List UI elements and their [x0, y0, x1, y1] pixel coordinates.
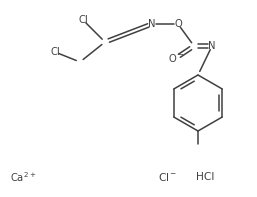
Text: N: N — [148, 19, 156, 29]
Text: Cl: Cl — [50, 47, 60, 57]
Text: Cl$^-$: Cl$^-$ — [158, 171, 177, 183]
Text: O: O — [174, 19, 182, 29]
Text: Ca$^{2+}$: Ca$^{2+}$ — [10, 170, 36, 184]
Text: N: N — [208, 41, 216, 51]
Text: Cl: Cl — [78, 15, 88, 25]
Text: O$^-$: O$^-$ — [168, 52, 184, 64]
Text: HCl: HCl — [196, 172, 214, 182]
